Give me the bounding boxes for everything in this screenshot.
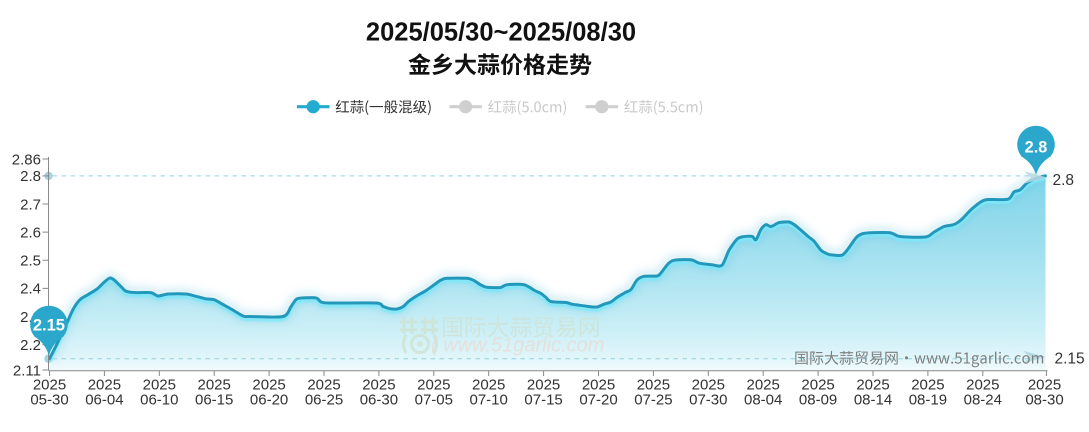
svg-text:05-30: 05-30 [30,392,68,409]
svg-text:( www.51garlic.com: ( www.51garlic.com [431,335,604,357]
svg-text:2.15: 2.15 [1055,351,1085,368]
svg-text:2025: 2025 [966,377,999,394]
svg-text:2025: 2025 [33,377,66,394]
svg-text:2.8: 2.8 [1025,138,1048,156]
svg-text:2025: 2025 [582,377,615,394]
svg-text:06-04: 06-04 [85,392,123,409]
svg-text:2025: 2025 [88,377,121,394]
svg-text:2025: 2025 [911,377,944,394]
svg-text:2025/05/30~2025/08/30: 2025/05/30~2025/08/30 [366,19,636,47]
svg-text:2.86: 2.86 [12,151,41,168]
svg-text:06-20: 06-20 [250,392,288,409]
svg-text:2.15: 2.15 [33,317,65,335]
svg-text:2025: 2025 [692,377,725,394]
svg-text:2025: 2025 [801,377,834,394]
svg-text:2025: 2025 [198,377,231,394]
svg-text:08-09: 08-09 [799,392,837,409]
svg-text:06-15: 06-15 [195,392,233,409]
svg-text:06-25: 06-25 [305,392,343,409]
svg-text:07-20: 07-20 [579,392,617,409]
svg-text:07-30: 07-30 [689,392,727,409]
svg-text:2025: 2025 [307,377,340,394]
svg-text:2025: 2025 [362,377,395,394]
svg-text:2.5: 2.5 [20,253,41,270]
svg-text:08-19: 08-19 [909,392,947,409]
svg-text:2025: 2025 [143,377,176,394]
svg-text:08-14: 08-14 [854,392,892,409]
svg-text:06-30: 06-30 [360,392,398,409]
svg-text:2025: 2025 [527,377,560,394]
svg-text:2.8: 2.8 [1053,172,1075,189]
svg-text:2.2: 2.2 [20,337,41,354]
svg-text:07-05: 07-05 [415,392,453,409]
svg-text:2.11: 2.11 [13,362,41,379]
svg-text:08-24: 08-24 [964,392,1002,409]
svg-text:2.4: 2.4 [20,281,41,298]
svg-text:07-10: 07-10 [470,392,508,409]
svg-text:07-15: 07-15 [524,392,562,409]
svg-text:08-30: 08-30 [1025,392,1063,409]
svg-text:06-10: 06-10 [140,392,178,409]
svg-text:2025: 2025 [1028,377,1061,394]
svg-text:2025: 2025 [472,377,505,394]
svg-text:2025: 2025 [252,377,285,394]
svg-text:2025: 2025 [417,377,450,394]
svg-text:07-25: 07-25 [634,392,672,409]
svg-text:2.6: 2.6 [20,224,41,241]
svg-text:08-04: 08-04 [744,392,782,409]
svg-text:2025: 2025 [856,377,889,394]
svg-text:2025: 2025 [637,377,670,394]
svg-text:2025: 2025 [747,377,780,394]
svg-text:2.7: 2.7 [20,196,41,213]
svg-text:2.8: 2.8 [20,168,41,185]
